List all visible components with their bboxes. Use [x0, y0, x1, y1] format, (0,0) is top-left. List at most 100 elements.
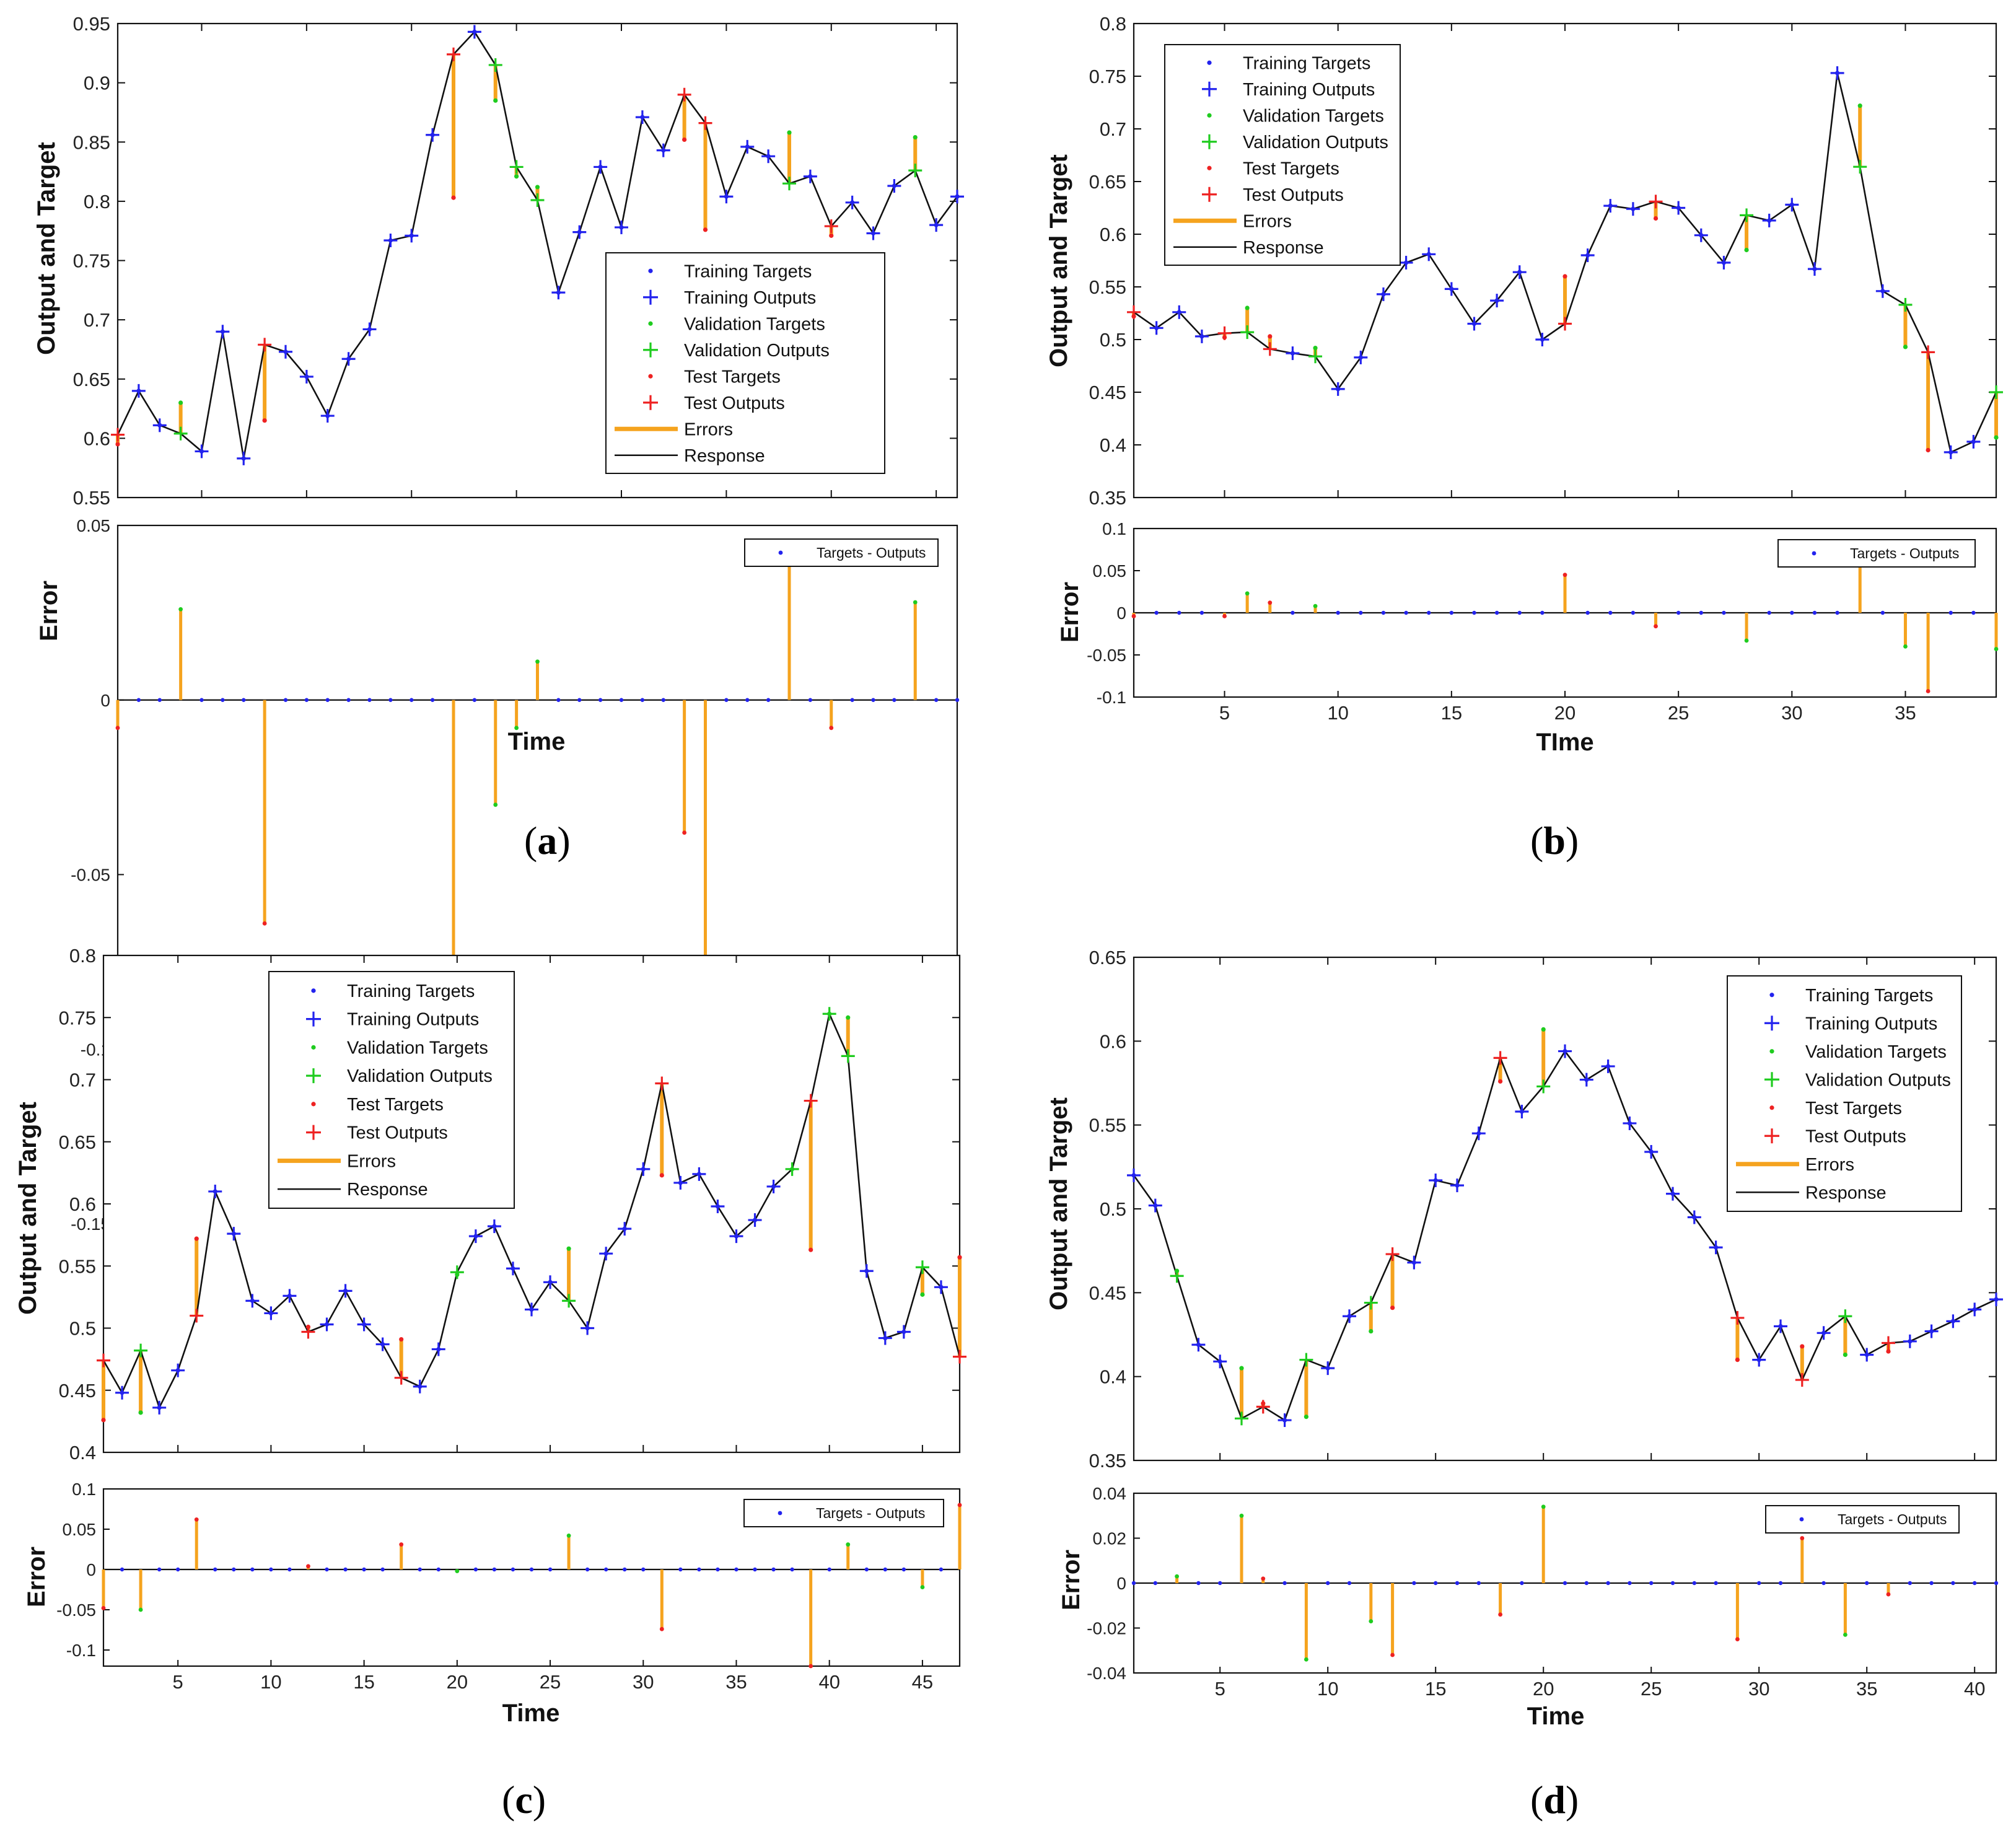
- validation-output-point: [1536, 1079, 1551, 1094]
- error-y-tick-label: -0.1: [1097, 688, 1126, 707]
- error-point: [716, 1567, 720, 1572]
- training-output-point: [1875, 284, 1890, 298]
- training-output-point: [1194, 329, 1209, 343]
- training-output-point: [1946, 1314, 1960, 1328]
- error-point: [846, 1542, 851, 1547]
- error-point: [430, 698, 435, 702]
- test-target-point: [1390, 1306, 1395, 1310]
- x-tick-label: 40: [1964, 1678, 1985, 1700]
- training-output-point: [1127, 1168, 1141, 1182]
- y-tick-label: 0.65: [73, 369, 110, 390]
- x-tick-label: 30: [1748, 1678, 1769, 1700]
- validation-output-point: [1989, 385, 2003, 399]
- training-output-point: [299, 369, 313, 384]
- error-point: [1245, 591, 1250, 596]
- validation-output-point: [488, 58, 502, 72]
- error-point: [455, 1569, 460, 1574]
- error-point: [136, 698, 141, 702]
- training-output-point: [1191, 1338, 1206, 1352]
- error-point: [325, 1567, 329, 1572]
- y-tick-label: 0.7: [69, 1069, 96, 1091]
- training-output-point: [934, 1280, 948, 1294]
- error-point: [892, 698, 896, 702]
- error-point: [1412, 1581, 1416, 1586]
- training-output-point: [1817, 1326, 1831, 1340]
- validation-output-point: [1740, 208, 1754, 222]
- training-output-point: [525, 1302, 538, 1317]
- error-point: [1268, 600, 1273, 605]
- training-output-point: [468, 1229, 483, 1244]
- error-point: [1517, 610, 1522, 615]
- caption-close-paren: ): [533, 1778, 546, 1822]
- test-output-point: [97, 1353, 110, 1367]
- x-tick-label: 25: [1641, 1678, 1662, 1700]
- error-legend-box: [743, 1499, 944, 1527]
- training-output-point: [1644, 1144, 1659, 1159]
- error-y-tick-label: 0: [86, 1560, 96, 1579]
- x-tick-label: 30: [1781, 702, 1802, 724]
- validation-target-point: [535, 185, 540, 190]
- error-point: [1562, 1581, 1567, 1586]
- caption-close-paren: ): [1566, 819, 1579, 862]
- training-output-point: [572, 225, 587, 239]
- legend-target-swatch: [311, 1102, 316, 1107]
- error-point: [388, 698, 393, 702]
- panel-d: 0.35 0.4 0.45 0.5 0.55 0.6 0.65 Training Target…: [1045, 947, 2003, 1822]
- training-output-point: [896, 1325, 911, 1339]
- error-point: [1606, 1581, 1610, 1586]
- x-tick-label: 30: [633, 1671, 654, 1693]
- y-tick-label: 0.65: [1089, 171, 1126, 193]
- error-point: [1359, 610, 1363, 615]
- error-point: [678, 1567, 683, 1572]
- error-point: [1336, 610, 1340, 615]
- caption-open-paren: (: [1530, 819, 1543, 862]
- error-y-tick-label: -0.05: [56, 1600, 96, 1620]
- training-output-point: [1666, 1187, 1680, 1201]
- error-y-tick-label: 0: [1116, 1574, 1126, 1593]
- y-axis-label: Output and Target: [1045, 154, 1072, 367]
- panel-b: 0.35 0.4 0.45 0.5 0.55 0.6 0.65 0.7 0.75 0.8 Train…: [1045, 13, 2003, 862]
- test-output-point: [258, 338, 272, 352]
- error-point: [1843, 1632, 1847, 1637]
- training-output-point: [1601, 1059, 1615, 1073]
- validation-target-point: [1304, 1415, 1308, 1420]
- legend-output-swatch: [1764, 1016, 1779, 1031]
- legend-output-swatch: [1764, 1128, 1779, 1144]
- training-output-point: [1213, 1354, 1227, 1369]
- x-axis-label: TIme: [1536, 729, 1593, 756]
- training-output-point: [1860, 1348, 1874, 1362]
- training-output-point: [635, 110, 649, 125]
- training-output-point: [1924, 1324, 1939, 1338]
- training-output-point: [729, 1229, 743, 1244]
- error-legend-swatch: [778, 550, 783, 555]
- training-output-point: [1343, 1309, 1356, 1323]
- legend-target-swatch: [1207, 60, 1212, 65]
- training-output-point: [1278, 1413, 1292, 1428]
- error-point: [1778, 1581, 1783, 1586]
- error-point: [242, 698, 246, 702]
- error-point: [1404, 610, 1408, 615]
- legend-label: Validation Targets: [347, 1038, 488, 1058]
- error-legend-label: Targets - Outputs: [817, 545, 926, 561]
- training-output-point: [1966, 434, 1981, 449]
- legend-label: Validation Outputs: [347, 1066, 493, 1086]
- x-tick-label: 20: [1554, 702, 1576, 724]
- error-point: [957, 1503, 962, 1508]
- legend-label: Test Outputs: [347, 1123, 448, 1143]
- test-output-point: [677, 87, 691, 102]
- legend-label: Test Targets: [347, 1095, 444, 1115]
- legend-label: Training Outputs: [684, 288, 816, 308]
- error-point: [436, 1567, 440, 1572]
- main-legend: Training Targets Training Outputs Validati…: [1164, 44, 1401, 266]
- training-output-point: [599, 1247, 613, 1261]
- y-tick-label: 0.85: [73, 131, 110, 153]
- error-point: [306, 1564, 310, 1569]
- training-output-point: [551, 286, 566, 300]
- error-point: [864, 1567, 869, 1572]
- legend-label: Response: [684, 446, 765, 466]
- legend-label: Training Outputs: [1243, 80, 1375, 100]
- validation-output-point: [822, 1007, 836, 1021]
- error-legend-box: [1765, 1505, 1960, 1534]
- x-axis-label: Time: [508, 728, 566, 755]
- legend-label: Validation Targets: [1243, 106, 1384, 126]
